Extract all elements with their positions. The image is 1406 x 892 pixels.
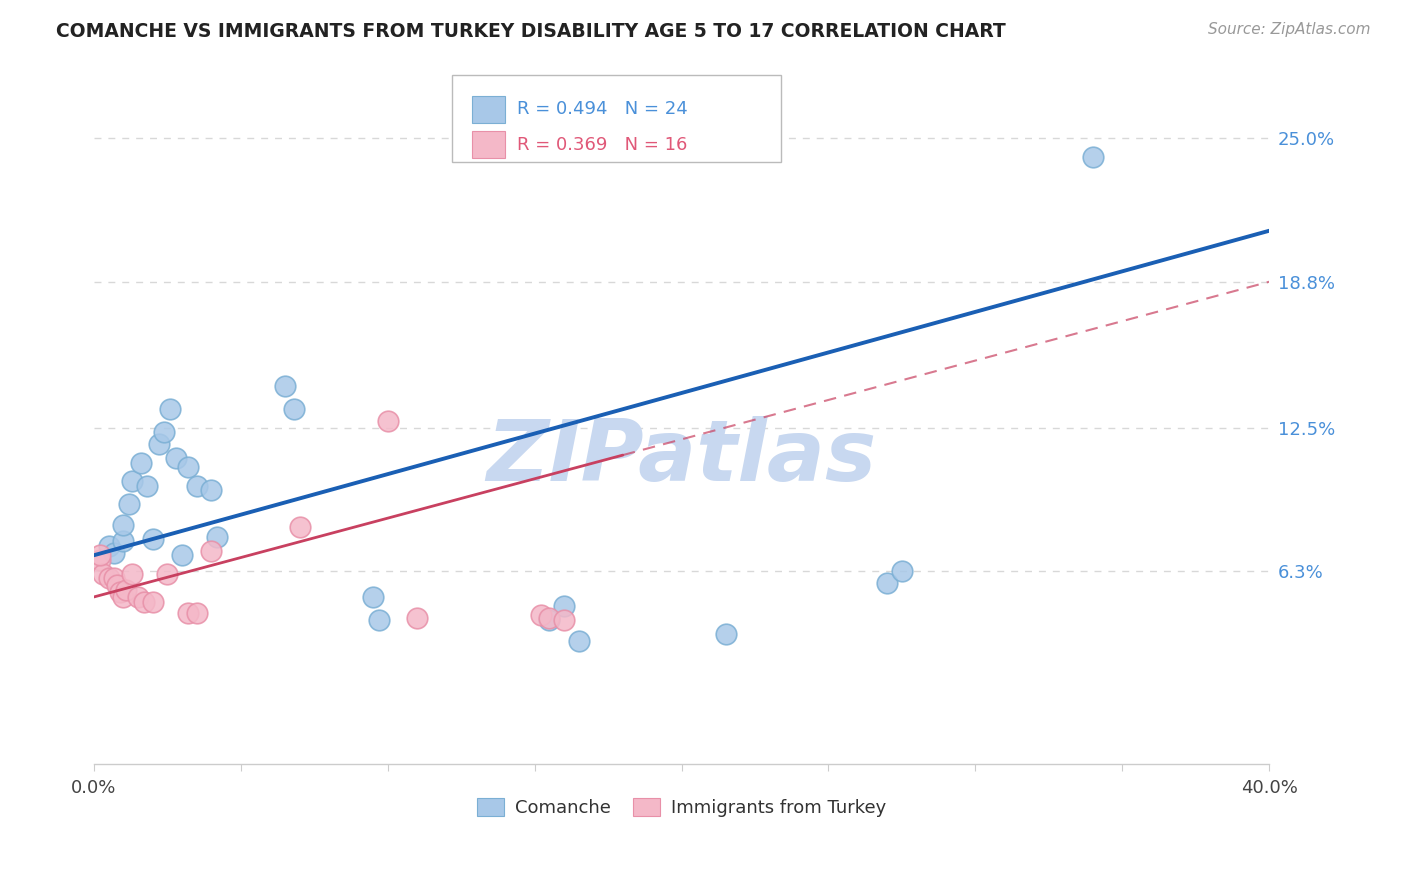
Point (142, 532, 165, 546)
Point (110, 585, 132, 599)
Legend: Comanche, Immigrants from Turkey: Comanche, Immigrants from Turkey (470, 790, 893, 824)
Point (186, 606, 208, 620)
Point (714, 627, 737, 641)
Point (89, 548, 111, 562)
Point (103, 546, 125, 560)
Point (142, 594, 165, 608)
Point (377, 414, 399, 428)
Text: COMANCHE VS IMMIGRANTS FROM TURKEY DISABILITY AGE 5 TO 17 CORRELATION CHART: COMANCHE VS IMMIGRANTS FROM TURKEY DISAB… (56, 22, 1005, 41)
Point (156, 566, 179, 581)
Point (274, 379, 297, 393)
Point (177, 460, 200, 475)
Point (89, 553, 111, 567)
Text: R = 0.369   N = 16: R = 0.369 N = 16 (517, 136, 688, 153)
FancyBboxPatch shape (472, 96, 505, 122)
FancyBboxPatch shape (472, 131, 505, 158)
Point (159, 402, 181, 417)
Point (121, 566, 143, 581)
Point (890, 565, 912, 579)
Point (177, 606, 200, 620)
Text: R = 0.494   N = 24: R = 0.494 N = 24 (517, 100, 688, 119)
Point (115, 582, 138, 597)
Text: ZIPatlas: ZIPatlas (486, 417, 877, 500)
Point (406, 611, 429, 625)
Point (186, 479, 208, 493)
Point (97, 539, 120, 553)
Point (129, 456, 152, 470)
Point (165, 450, 187, 465)
Point (1081, 150, 1104, 164)
Point (553, 613, 575, 627)
Point (107, 578, 129, 592)
Point (361, 590, 384, 604)
Point (112, 590, 135, 604)
Point (118, 497, 141, 511)
Point (538, 613, 561, 627)
Point (288, 520, 311, 534)
Point (200, 483, 222, 498)
Point (121, 474, 143, 488)
Point (568, 634, 591, 648)
Text: Source: ZipAtlas.com: Source: ZipAtlas.com (1208, 22, 1371, 37)
Point (529, 608, 551, 623)
Point (200, 543, 222, 558)
Point (112, 534, 135, 549)
Point (553, 599, 575, 614)
Point (538, 611, 561, 625)
Point (91, 566, 114, 581)
Point (97, 571, 120, 585)
Point (153, 425, 176, 440)
Point (368, 613, 391, 627)
Point (283, 402, 305, 417)
Point (170, 548, 193, 562)
Point (112, 518, 135, 533)
Point (127, 590, 149, 604)
Point (148, 437, 170, 451)
Point (132, 594, 155, 608)
Point (876, 576, 898, 591)
FancyBboxPatch shape (453, 76, 782, 162)
Point (103, 571, 125, 585)
Point (135, 479, 157, 493)
Point (207, 530, 229, 544)
